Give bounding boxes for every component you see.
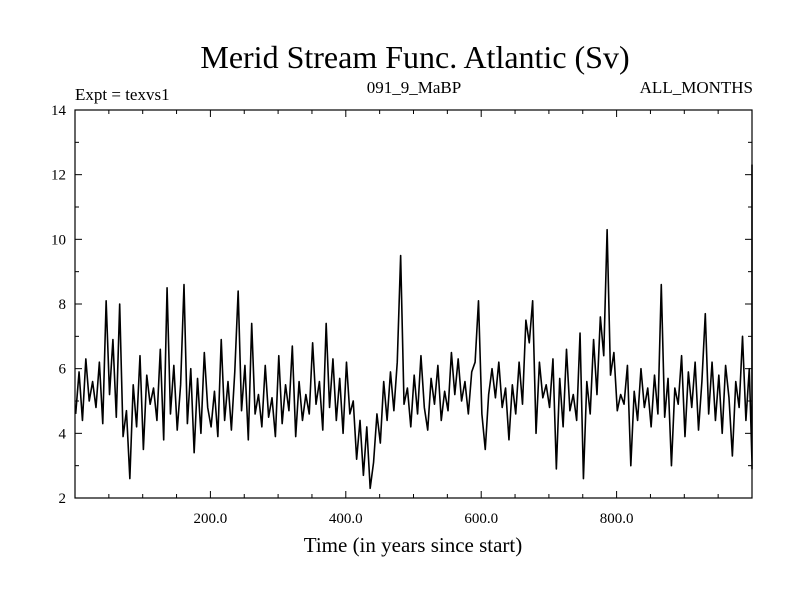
y-tick-label: 6 (59, 362, 67, 378)
x-axis-label: Time (in years since start) (304, 533, 523, 557)
subtitle-experiment: Expt = texvs1 (75, 85, 170, 104)
x-tick-label: 800.0 (600, 511, 634, 527)
subtitle-period: 091_9_MaBP (367, 78, 461, 97)
subtitle-months: ALL_MONTHS (640, 78, 753, 97)
y-tick-label: 12 (51, 168, 66, 184)
plot-frame (74, 109, 753, 499)
y-tick-label: 4 (59, 426, 67, 442)
y-tick-label: 10 (51, 232, 66, 248)
x-tick-label: 400.0 (329, 511, 363, 527)
y-tick-label: 8 (59, 297, 67, 313)
y-tick-label: 14 (51, 103, 67, 119)
series-layer (74, 164, 753, 490)
x-axis: 200.0 400.0 600.0 800.0 (108, 110, 719, 527)
x-tick-label: 200.0 (194, 511, 228, 527)
y-tick-label: 2 (59, 491, 67, 507)
series-line (74, 164, 753, 490)
x-tick-label: 600.0 (464, 511, 498, 527)
chart-title: Merid Stream Func. Atlantic (Sv) (200, 39, 629, 75)
